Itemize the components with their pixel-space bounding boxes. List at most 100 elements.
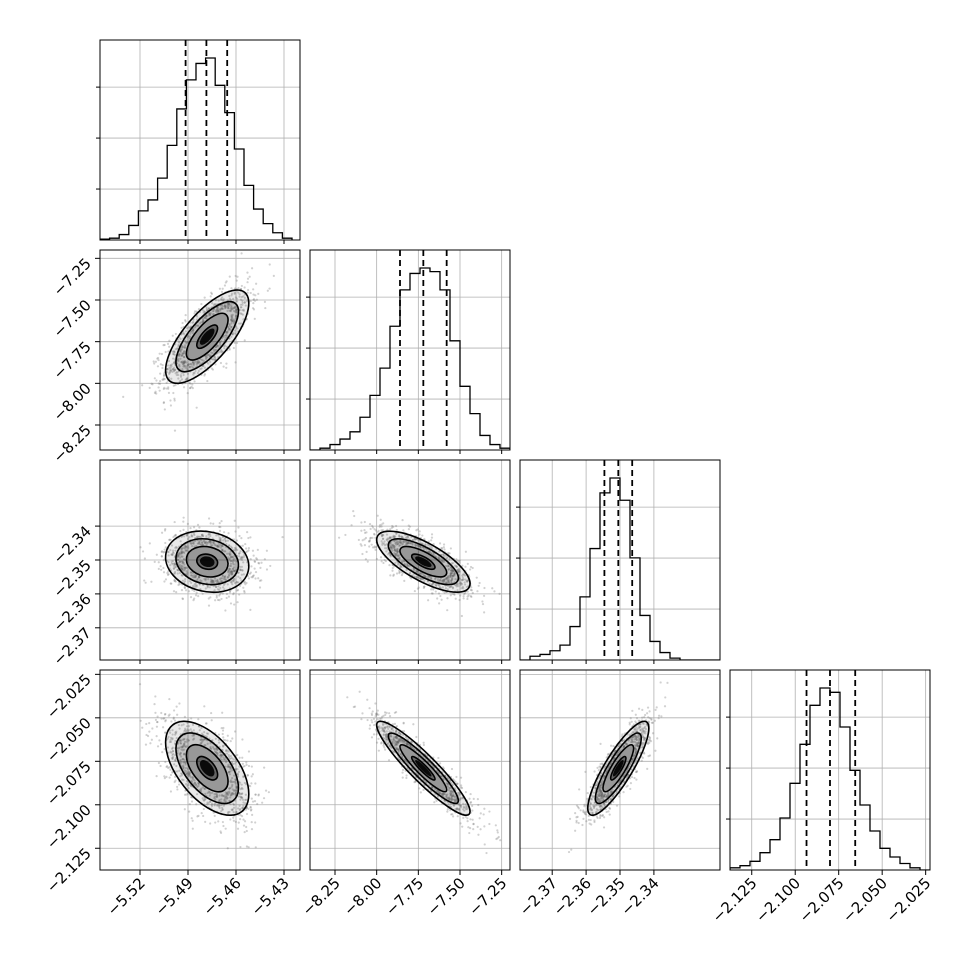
sample-point: [237, 795, 240, 798]
sample-point: [215, 345, 218, 349]
sample-point: [193, 574, 196, 577]
sample-point: [462, 805, 465, 808]
sample-point: [229, 309, 232, 312]
sample-point: [163, 408, 166, 411]
sample-point: [447, 574, 450, 578]
sample-point: [579, 809, 582, 812]
sample-point: [382, 522, 385, 525]
sample-point: [193, 362, 196, 365]
sample-point: [162, 374, 166, 377]
sample-point: [181, 778, 184, 781]
sample-point: [205, 308, 208, 311]
sample-point: [215, 594, 218, 597]
sample-point: [377, 529, 380, 532]
sample-point: [219, 341, 222, 345]
sample-point: [167, 766, 170, 770]
sample-point: [388, 536, 392, 539]
sample-point: [222, 583, 226, 587]
sample-point: [213, 748, 217, 751]
sample-point: [369, 527, 372, 531]
sample-point: [186, 368, 189, 371]
sample-point: [232, 567, 235, 570]
contour-0: [195, 755, 219, 781]
histogram-step-2: [520, 477, 720, 660]
sample-point: [241, 555, 244, 558]
contour-3: [375, 720, 471, 817]
sample-point: [220, 794, 224, 797]
sample-point: [208, 353, 211, 356]
sample-point: [239, 818, 242, 821]
sample-point: [634, 737, 637, 740]
sample-point: [227, 765, 231, 768]
sample-point: [386, 537, 389, 540]
sample-point: [589, 806, 592, 809]
sample-point: [198, 535, 201, 538]
sample-point: [608, 813, 611, 816]
sample-point: [648, 710, 651, 713]
sample-point: [596, 798, 599, 801]
sample-point: [451, 570, 454, 573]
sample-point: [239, 845, 242, 849]
sample-point: [233, 306, 236, 309]
sample-point: [193, 371, 196, 375]
sample-point: [423, 537, 426, 541]
sample-point: [459, 804, 462, 807]
sample-point: [374, 702, 377, 705]
sample-point: [191, 734, 194, 737]
sample-point: [585, 820, 588, 823]
sample-point: [406, 742, 409, 745]
sample-point: [187, 730, 190, 733]
sample-point: [641, 756, 644, 759]
sample-point: [417, 576, 420, 579]
sample-point: [220, 803, 223, 807]
sample-point: [180, 371, 183, 374]
sample-point: [227, 810, 230, 814]
sample-point: [229, 796, 232, 799]
sample-point: [451, 571, 454, 575]
sample-point: [443, 579, 446, 582]
sample-point: [430, 546, 433, 549]
sample-point: [221, 808, 224, 812]
sample-point: [459, 594, 462, 597]
sample-point: [221, 732, 224, 736]
sample-point: [232, 806, 236, 809]
sample-point: [215, 581, 219, 584]
sample-point: [158, 382, 162, 385]
sample-point: [203, 577, 206, 581]
sample-point: [226, 576, 229, 579]
sample-point: [179, 564, 182, 567]
sample-point: [592, 804, 595, 807]
sample-point: [208, 355, 212, 358]
sample-point: [606, 753, 610, 756]
sample-point: [635, 738, 638, 742]
sample-point: [233, 563, 236, 566]
sample-point: [393, 535, 396, 538]
contour-2: [387, 538, 460, 586]
sample-point: [189, 771, 192, 774]
sample-point: [188, 772, 191, 776]
sample-point: [183, 360, 186, 363]
sample-point: [178, 365, 181, 368]
sample-point: [223, 575, 226, 579]
sample-point: [636, 742, 639, 746]
sample-point: [163, 775, 166, 778]
sample-point: [221, 744, 225, 747]
sample-point: [634, 752, 637, 755]
sample-point: [208, 540, 211, 543]
sample-point: [631, 735, 634, 739]
sample-point: [164, 720, 167, 723]
sample-point: [211, 351, 214, 355]
sample-point: [211, 581, 214, 584]
sample-point: [394, 542, 397, 545]
sample-point: [622, 791, 625, 794]
sample-point: [599, 784, 603, 787]
sample-point: [183, 361, 186, 364]
sample-point: [216, 804, 219, 807]
sample-point: [458, 792, 462, 796]
sample-point: [195, 585, 198, 588]
sample-point: [403, 562, 406, 566]
sample-point: [245, 783, 248, 786]
sample-point: [459, 804, 462, 808]
sample-point: [477, 584, 480, 587]
scatter-panel-2-0: [100, 460, 300, 660]
